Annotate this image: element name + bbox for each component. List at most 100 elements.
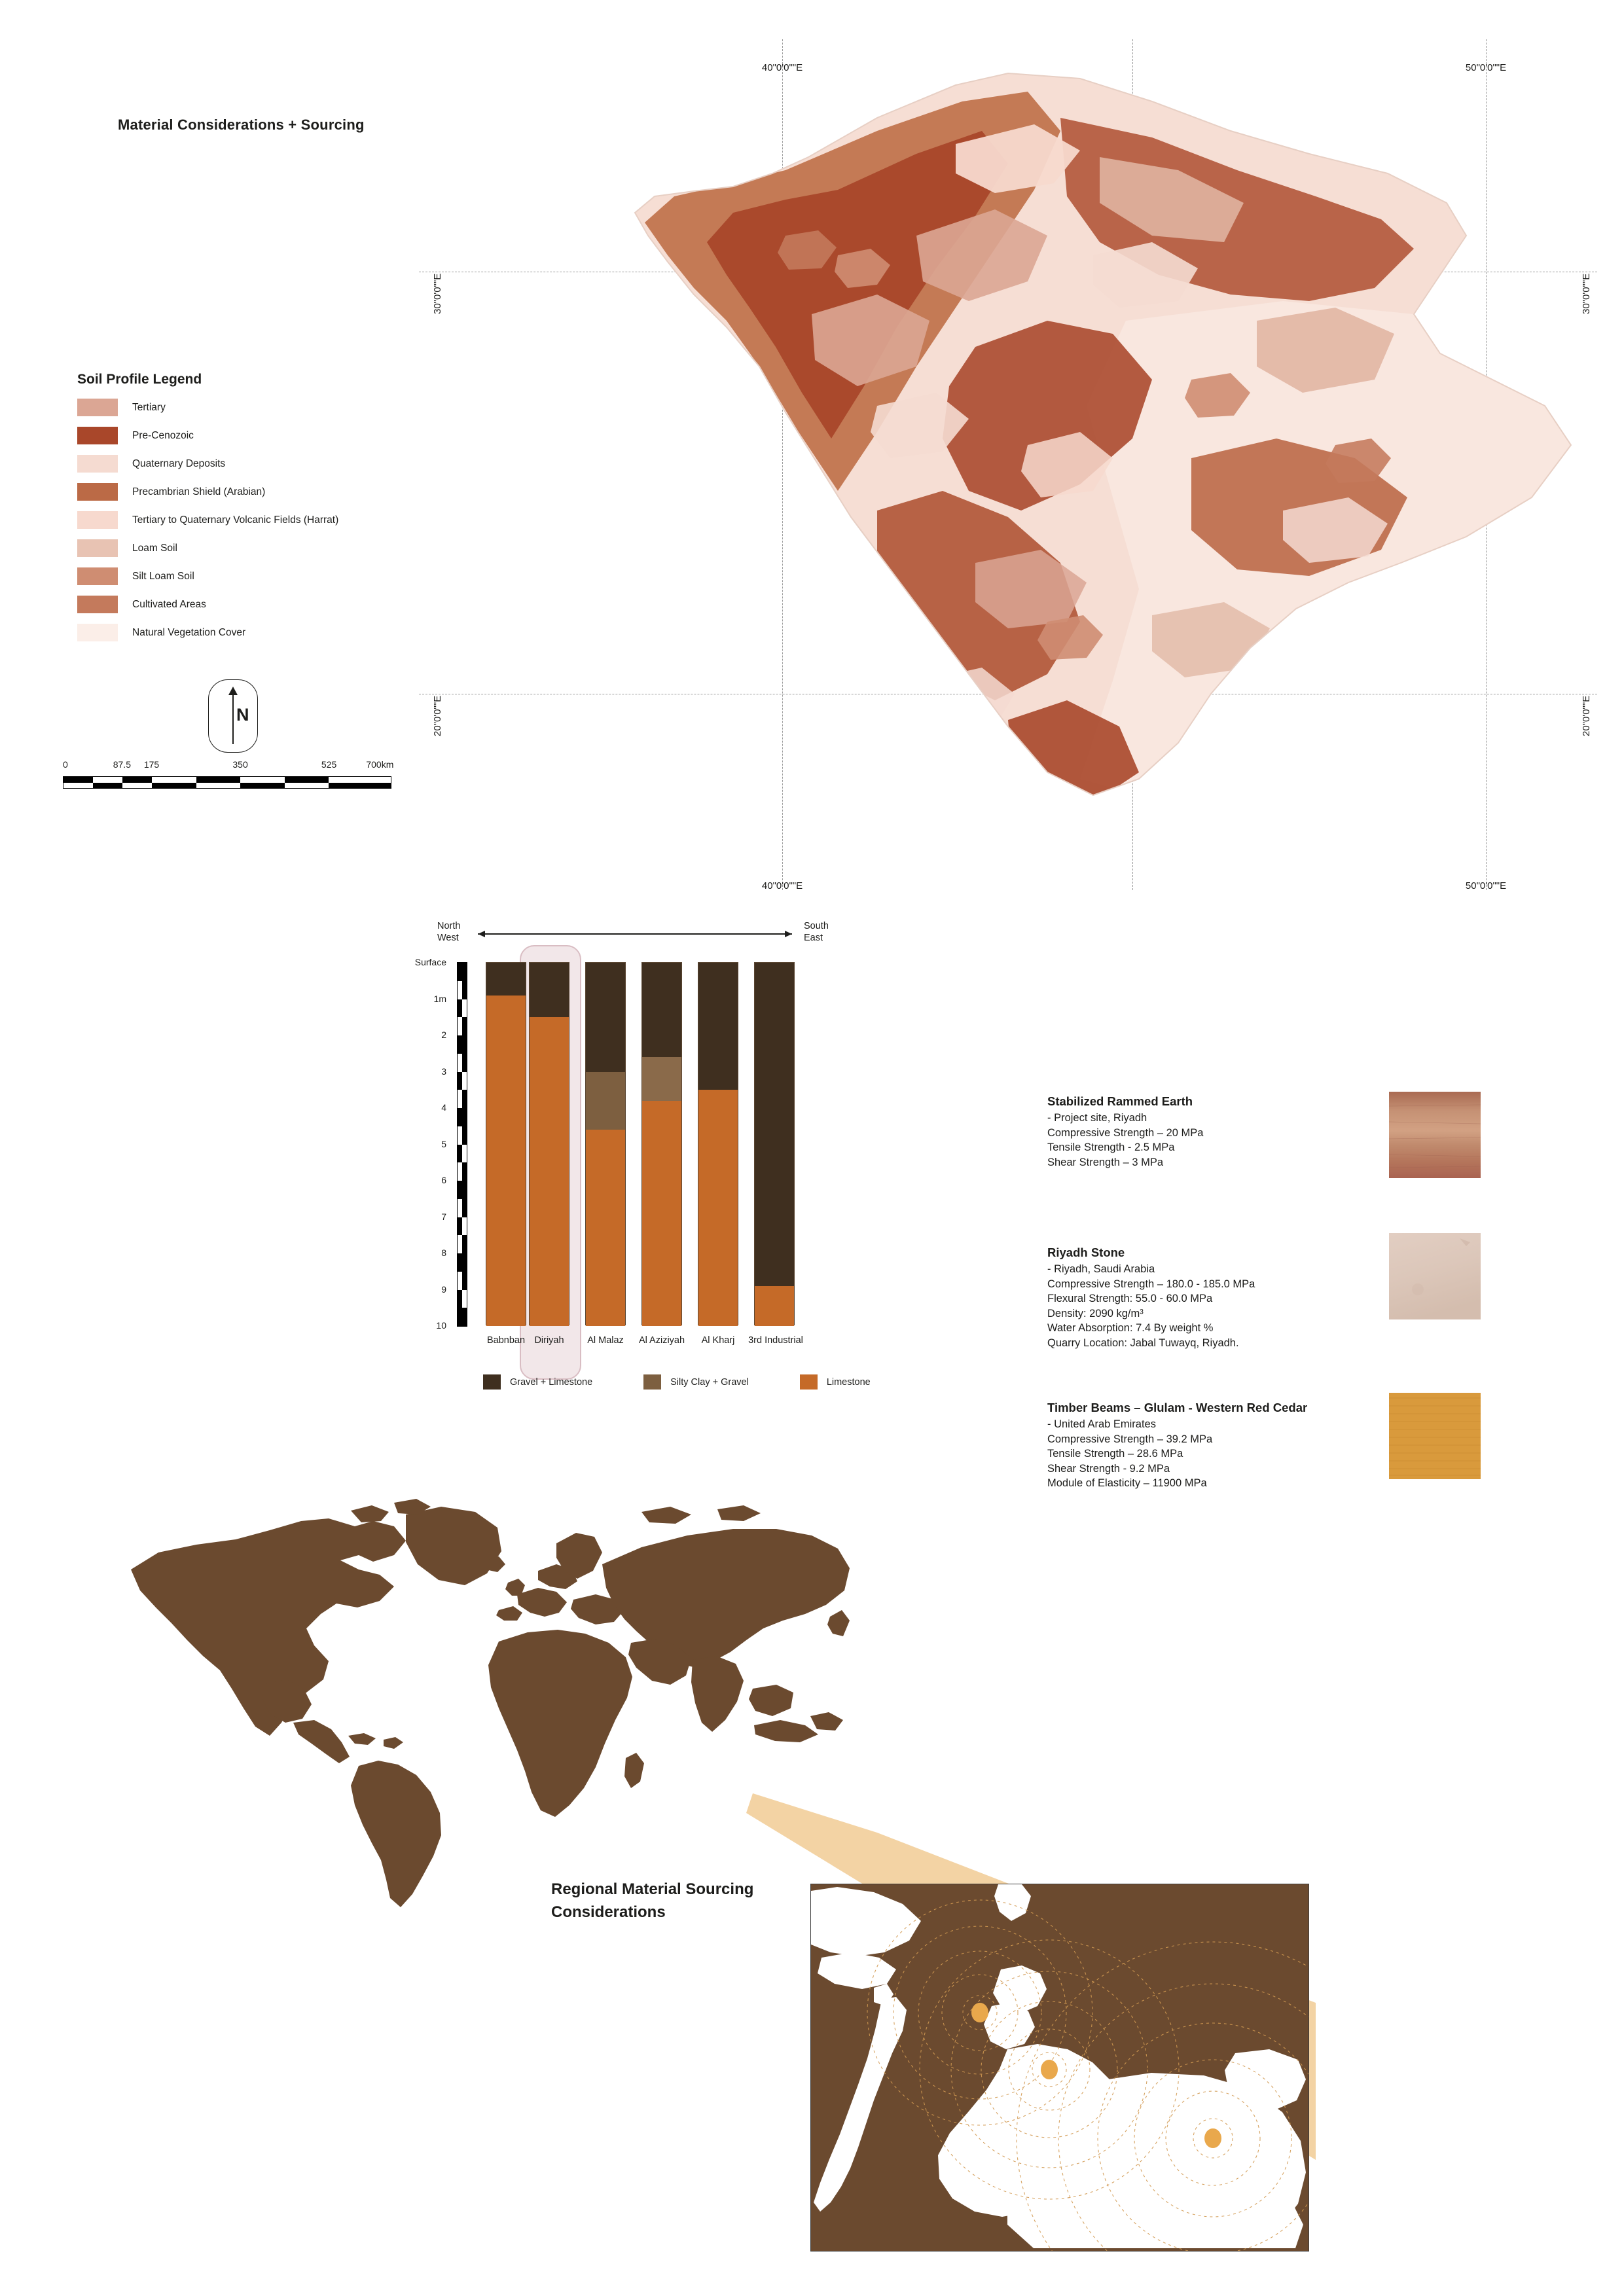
strata-legend-item-limestone: Limestone bbox=[799, 1374, 871, 1390]
legend-label: Precambrian Shield (Arabian) bbox=[132, 486, 266, 497]
soil-profile-chart: North West South East Surface 1m 2 3 4 5 6… bbox=[415, 916, 916, 1433]
depth-tick-6: 6 bbox=[441, 1175, 446, 1185]
soil-profile-legend: Soil Profile Legend Tertiary Pre-Cenozoi… bbox=[77, 372, 418, 651]
coord-top-50e: 50"0'0""E bbox=[1465, 62, 1507, 73]
scale-bar: 0 87.5 175 350 525 700km bbox=[63, 759, 394, 789]
layer-gravel-limestone bbox=[486, 963, 526, 996]
coord-bottom-40e: 40"0'0""E bbox=[761, 880, 803, 891]
material-origin: - United Arab Emirates bbox=[1047, 1418, 1156, 1430]
legend-swatch bbox=[77, 455, 118, 473]
material-property: Shear Strength - 9.2 MPa bbox=[1047, 1462, 1170, 1475]
scale-tick: 87.5 bbox=[113, 759, 131, 770]
depth-axis bbox=[457, 962, 467, 1327]
legend-swatch bbox=[77, 483, 118, 501]
material-property: Tensile Strength - 2.5 MPa bbox=[1047, 1141, 1175, 1154]
scale-tick: 0 bbox=[63, 759, 68, 770]
layer-limestone bbox=[755, 1286, 794, 1326]
soil-column-al-malaz[interactable] bbox=[585, 962, 626, 1326]
material-card-riyadh-stone: Riyadh Stone - Riyadh, Saudi Arabia Comp… bbox=[1047, 1246, 1545, 1351]
layer-gravel-limestone bbox=[755, 963, 794, 1286]
strata-swatch bbox=[483, 1374, 501, 1390]
legend-swatch bbox=[77, 539, 118, 557]
regional-sourcing-title: Regional Material Sourcing Consideration… bbox=[551, 1878, 826, 1924]
legend-label: Loam Soil bbox=[132, 542, 177, 554]
scale-tick: 525 bbox=[321, 759, 337, 770]
layer-limestone bbox=[698, 1090, 738, 1326]
layer-silty-clay-gravel bbox=[586, 1071, 625, 1130]
layer-silty-clay-gravel bbox=[642, 1057, 681, 1101]
north-label: N bbox=[236, 705, 249, 725]
arrow-shaft bbox=[232, 691, 234, 744]
graticule-line-lon-40 bbox=[782, 39, 783, 890]
column-label-babnban: Babnban bbox=[486, 1335, 526, 1346]
legend-swatch bbox=[77, 596, 118, 613]
legend-item-precambrian-shield: Precambrian Shield (Arabian) bbox=[77, 482, 418, 501]
soil-column-al-aziziyah[interactable] bbox=[641, 962, 682, 1326]
scale-tick: 700km bbox=[366, 759, 394, 770]
scale-tick: 175 bbox=[143, 759, 160, 770]
material-card-rammed-earth: Stabilized Rammed Earth - Project site, … bbox=[1047, 1094, 1545, 1170]
layer-limestone bbox=[530, 1017, 569, 1326]
material-name: Riyadh Stone bbox=[1047, 1246, 1125, 1259]
strata-label: Gravel + Limestone bbox=[510, 1376, 593, 1388]
regional-title-line2: Considerations bbox=[551, 1903, 666, 1921]
legend-swatch bbox=[77, 624, 118, 641]
strata-swatch bbox=[799, 1374, 818, 1390]
legend-item-volcanic-fields: Tertiary to Quaternary Volcanic Fields (… bbox=[77, 511, 418, 529]
layer-limestone bbox=[486, 995, 526, 1326]
strata-legend: Gravel + Limestone Silty Clay + Gravel L… bbox=[483, 1374, 871, 1390]
depth-tick-2: 2 bbox=[441, 1030, 446, 1040]
soil-column-babnban[interactable] bbox=[486, 962, 526, 1326]
material-origin: - Riyadh, Saudi Arabia bbox=[1047, 1263, 1155, 1275]
layer-gravel-limestone bbox=[530, 963, 569, 1018]
legend-item-loam-soil: Loam Soil bbox=[77, 539, 418, 558]
regional-title-line1: Regional Material Sourcing bbox=[551, 1880, 754, 1898]
depth-tick-8: 8 bbox=[441, 1247, 446, 1258]
material-property: Compressive Strength – 39.2 MPa bbox=[1047, 1433, 1213, 1445]
depth-tick-1: 1m bbox=[433, 993, 446, 1004]
soil-column-3rd-industrial[interactable] bbox=[754, 962, 795, 1326]
strata-legend-item-silty-clay-gravel: Silty Clay + Gravel bbox=[643, 1374, 749, 1390]
layer-limestone bbox=[586, 1130, 625, 1326]
scale-tick: 350 bbox=[232, 759, 248, 770]
legend-swatch bbox=[77, 399, 118, 416]
direction-label-southeast: South East bbox=[804, 921, 829, 944]
column-label-al-malaz: Al Malaz bbox=[587, 1335, 624, 1346]
soil-column-diriyah[interactable] bbox=[529, 962, 569, 1326]
material-property: Compressive Strength – 20 MPa bbox=[1047, 1126, 1204, 1139]
sourcing-inset-map bbox=[810, 1884, 1309, 2251]
source-points bbox=[971, 2003, 1221, 2148]
legend-label: Tertiary to Quaternary Volcanic Fields (… bbox=[132, 514, 339, 526]
material-origin: - Project site, Riyadh bbox=[1047, 1112, 1147, 1124]
soil-column-al-kharj[interactable] bbox=[698, 962, 738, 1326]
geology-map: 40"0'0""E 50"0'0""E 40"0'0""E 50"0'0""E … bbox=[419, 39, 1597, 891]
depth-tick-9: 9 bbox=[441, 1283, 446, 1295]
depth-tick-10: 10 bbox=[436, 1320, 446, 1331]
legend-label: Natural Vegetation Cover bbox=[132, 626, 246, 638]
legend-item-quaternary-deposits: Quaternary Deposits bbox=[77, 454, 418, 473]
source-point-2 bbox=[1041, 2060, 1058, 2079]
coord-top-40e: 40"0'0""E bbox=[761, 62, 803, 73]
geology-polygons bbox=[634, 72, 1572, 797]
column-label-al-kharj: Al Kharj bbox=[701, 1335, 735, 1346]
legend-item-cultivated-areas: Cultivated Areas bbox=[77, 595, 418, 614]
layer-gravel-limestone bbox=[586, 963, 625, 1072]
material-swatch-timber bbox=[1389, 1393, 1481, 1479]
direction-label-northwest: North West bbox=[437, 921, 461, 944]
world-map bbox=[98, 1492, 851, 1911]
legend-item-tertiary: Tertiary bbox=[77, 398, 418, 417]
sourcing-radius-rings bbox=[867, 1899, 1308, 2251]
material-swatch-rammed-earth bbox=[1388, 1092, 1481, 1178]
legend-label: Tertiary bbox=[132, 401, 166, 413]
column-label-al-aziziyah: Al Aziziyah bbox=[638, 1335, 685, 1346]
legend-label: Cultivated Areas bbox=[132, 598, 206, 610]
layer-gravel-limestone bbox=[698, 963, 738, 1090]
legend-swatch bbox=[77, 511, 118, 529]
direction-arrow bbox=[478, 931, 792, 937]
material-property: Density: 2090 kg/m³ bbox=[1047, 1307, 1144, 1319]
depth-tick-surface: Surface bbox=[414, 957, 446, 967]
depth-tick-7: 7 bbox=[441, 1211, 446, 1222]
north-arrow-icon: N bbox=[208, 679, 258, 753]
layer-limestone bbox=[642, 1100, 681, 1326]
legend-item-silt-loam-soil: Silt Loam Soil bbox=[77, 567, 418, 586]
